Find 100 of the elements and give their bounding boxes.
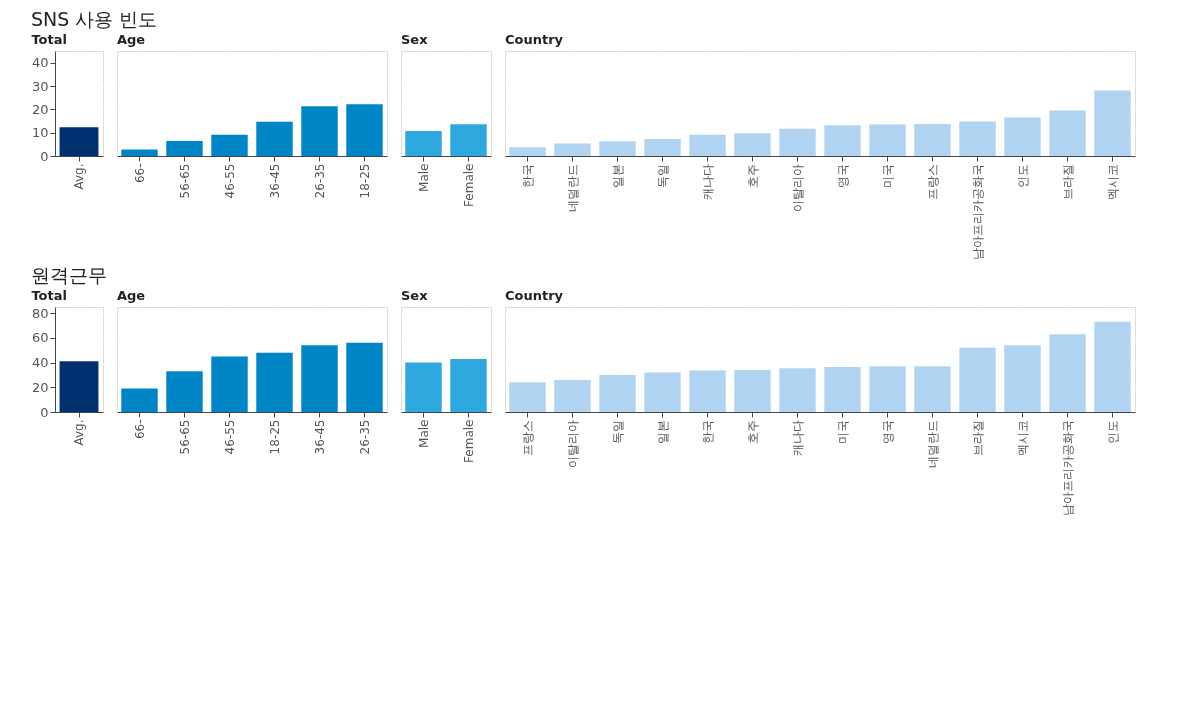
y-tick-label: 60 bbox=[31, 330, 49, 346]
bar bbox=[256, 352, 293, 412]
bar bbox=[959, 347, 996, 412]
x-tick-label: 프랑스 bbox=[925, 163, 940, 200]
x-tick-label: 한국 bbox=[700, 419, 715, 444]
x-tick-label: Female bbox=[461, 163, 476, 207]
chart-title: Total bbox=[31, 288, 67, 303]
bar bbox=[824, 125, 861, 156]
bar bbox=[554, 143, 591, 156]
bar bbox=[509, 147, 546, 156]
text: 원격근무 bbox=[30, 263, 107, 286]
bar bbox=[256, 121, 293, 156]
x-tick-label: 36-45 bbox=[312, 419, 327, 455]
x-tick-label: 영국 bbox=[835, 163, 850, 188]
bar bbox=[211, 134, 248, 156]
x-tick-label: 일본 bbox=[610, 163, 625, 188]
y-tick-label: 30 bbox=[31, 78, 49, 94]
bar bbox=[346, 104, 383, 156]
bar bbox=[121, 149, 158, 156]
bar bbox=[1049, 110, 1086, 156]
bar bbox=[779, 128, 816, 156]
bar bbox=[689, 370, 726, 412]
y-tick-label: 0 bbox=[40, 148, 49, 164]
y-tick-label: 40 bbox=[31, 355, 49, 371]
x-tick-label: 18-25 bbox=[357, 163, 372, 199]
bar bbox=[734, 133, 771, 156]
y-tick-label: 0 bbox=[40, 404, 49, 420]
bar bbox=[644, 372, 681, 412]
x-tick-label: 멕시코 bbox=[1015, 419, 1030, 456]
x-tick-label: 56-65 bbox=[177, 163, 192, 199]
chart-title: Age bbox=[117, 288, 146, 303]
bar bbox=[1049, 334, 1086, 412]
x-tick-label: 46-55 bbox=[222, 419, 237, 455]
x-tick-label: Male bbox=[416, 163, 431, 192]
x-tick-label: 네덜란드 bbox=[925, 419, 940, 468]
x-tick-label: 인도 bbox=[1015, 163, 1030, 188]
x-tick-label: 46-55 bbox=[222, 163, 237, 199]
x-tick-label: 호주 bbox=[745, 163, 760, 188]
x-tick-label: 66- bbox=[132, 163, 147, 184]
x-tick-label: 이탈리아 bbox=[790, 163, 805, 212]
bar bbox=[211, 356, 248, 412]
x-tick-label: Male bbox=[416, 419, 431, 448]
bar bbox=[166, 141, 203, 156]
x-tick-label: 호주 bbox=[745, 419, 760, 444]
bar bbox=[959, 121, 996, 156]
x-tick-label: 일본 bbox=[655, 419, 670, 444]
bar bbox=[599, 374, 636, 412]
x-tick-label: 36-45 bbox=[267, 163, 282, 199]
y-tick-label: 20 bbox=[31, 379, 49, 395]
bar bbox=[914, 366, 951, 412]
chart-title: Age bbox=[117, 32, 146, 47]
bar bbox=[301, 106, 338, 156]
x-tick-label: 26-35 bbox=[357, 419, 372, 455]
bar bbox=[1004, 345, 1041, 412]
chart-title: Sex bbox=[401, 32, 429, 47]
bar bbox=[346, 342, 383, 412]
x-tick-label: 남아프리카공화국 bbox=[1060, 419, 1075, 516]
x-tick-label: 66- bbox=[132, 419, 147, 440]
x-tick-label: 브라질 bbox=[970, 419, 985, 456]
chart-title: Country bbox=[505, 288, 564, 303]
bar bbox=[689, 134, 726, 156]
x-tick-label: 캐나다 bbox=[700, 163, 715, 200]
y-tick-label: 10 bbox=[31, 125, 49, 141]
chart-title: Total bbox=[31, 32, 67, 47]
bar bbox=[554, 379, 591, 412]
bar bbox=[644, 138, 681, 156]
chart-title: Sex bbox=[401, 288, 429, 303]
x-tick-label: Female bbox=[461, 419, 476, 463]
bar bbox=[869, 124, 906, 156]
bar bbox=[869, 366, 906, 412]
text: SNS 사용 빈도 bbox=[30, 7, 158, 30]
bar bbox=[1094, 90, 1131, 156]
x-tick-label: 이탈리아 bbox=[565, 419, 580, 468]
x-tick-label: 네덜란드 bbox=[565, 163, 580, 212]
y-tick-label: 20 bbox=[31, 101, 49, 117]
bar bbox=[914, 124, 951, 156]
bar bbox=[599, 141, 636, 156]
x-tick-label: 멕시코 bbox=[1105, 163, 1120, 200]
bar bbox=[166, 371, 203, 412]
x-tick-label: 영국 bbox=[880, 419, 895, 444]
x-tick-label: 미국 bbox=[880, 163, 895, 188]
x-tick-label: 독일 bbox=[655, 163, 670, 188]
x-tick-label: 56-65 bbox=[177, 419, 192, 455]
x-tick-label: 한국 bbox=[520, 163, 535, 188]
x-tick-label: 독일 bbox=[610, 419, 625, 444]
bar bbox=[1094, 321, 1131, 412]
x-tick-label: 미국 bbox=[835, 419, 850, 444]
y-tick-label: 80 bbox=[31, 305, 49, 321]
x-tick-label: 프랑스 bbox=[520, 419, 535, 456]
x-tick-label: 캐나다 bbox=[790, 419, 805, 456]
bar bbox=[1004, 117, 1041, 156]
bar bbox=[301, 345, 338, 412]
bar bbox=[824, 366, 861, 412]
x-tick-label: 남아프리카공화국 bbox=[970, 163, 985, 260]
bar bbox=[121, 388, 158, 412]
x-tick-label: 18-25 bbox=[267, 419, 282, 455]
bar bbox=[734, 370, 771, 412]
x-tick-label: 인도 bbox=[1105, 419, 1120, 444]
y-tick-label: 40 bbox=[31, 55, 49, 71]
x-tick-label: 26-35 bbox=[312, 163, 327, 199]
